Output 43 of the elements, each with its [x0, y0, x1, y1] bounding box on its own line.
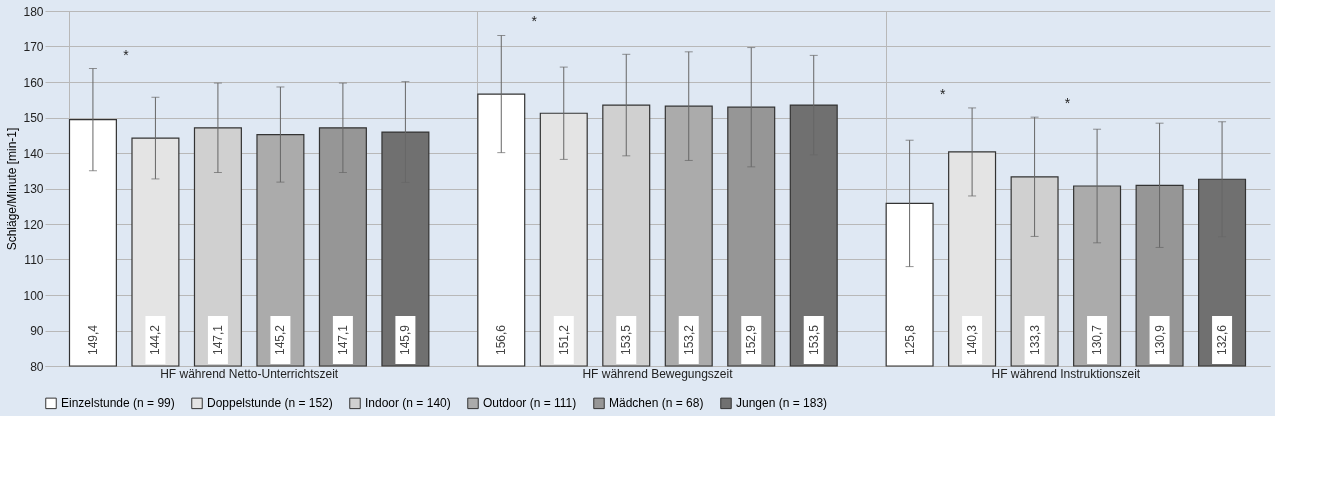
data-label: 156,6: [494, 324, 509, 356]
data-label: 151,2: [556, 324, 571, 356]
y-tick-label: 110: [24, 253, 44, 267]
annotation: *: [939, 85, 946, 102]
y-tick-label: 140: [23, 146, 44, 161]
data-label: 133,3: [1027, 324, 1042, 356]
annotation: *: [123, 46, 130, 63]
y-tick-label: 150: [23, 111, 44, 125]
y-tick-label: 180: [23, 4, 44, 19]
annotation: *: [531, 13, 538, 30]
y-tick-label: 80: [30, 359, 44, 374]
data-label: 153,2: [681, 324, 696, 356]
y-tick-label: 160: [23, 75, 44, 90]
data-label: 153,5: [806, 324, 821, 356]
y-tick-label: 100: [23, 288, 44, 303]
y-tick-label: 120: [23, 217, 44, 232]
data-label: 152,9: [744, 324, 759, 356]
data-label: 144,2: [148, 324, 163, 356]
data-label: 145,2: [273, 324, 288, 356]
data-label: 149,4: [85, 324, 100, 356]
legend-label: Mädchen (n = 68): [609, 396, 704, 411]
data-label: 153,5: [619, 324, 634, 356]
y-tick-label: 90: [30, 324, 44, 338]
x-tick-label: HF während Netto-Unterrichtszeit: [160, 366, 339, 381]
data-label: 147,1: [210, 324, 225, 356]
data-label: 140,3: [965, 324, 980, 356]
annotation: *: [1064, 95, 1071, 112]
data-label: 147,1: [335, 324, 350, 356]
y-tick-label: 130: [23, 182, 44, 196]
legend-label: Outdoor (n = 111): [483, 396, 577, 411]
legend-label: Einzelstunde (n = 99): [61, 396, 175, 411]
data-label: 130,7: [1090, 324, 1105, 356]
y-tick-label: 170: [23, 40, 44, 54]
legend-label: Doppelstunde (n = 152): [207, 396, 333, 411]
legend-label: Indoor (n = 140): [365, 396, 451, 411]
legend-label: Jungen (n = 183): [736, 396, 828, 411]
data-label: 125,8: [902, 324, 917, 356]
x-tick-label: HF während Bewegungszeit: [582, 366, 734, 381]
data-label: 145,9: [398, 324, 413, 356]
y-axis-title: Schläge/Minute [min-1]: [5, 127, 20, 251]
data-label: 130,9: [1152, 324, 1167, 356]
data-label: 132,6: [1215, 324, 1230, 356]
x-tick-label: HF während Instruktionszeit: [991, 366, 1141, 381]
